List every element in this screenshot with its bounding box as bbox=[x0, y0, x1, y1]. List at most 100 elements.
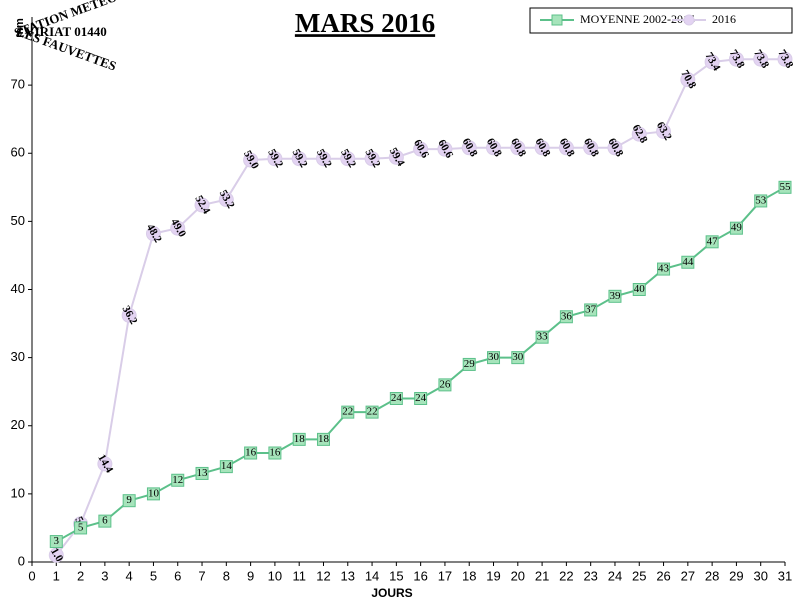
y-tick-label: 10 bbox=[11, 485, 25, 500]
data-label: 24 bbox=[391, 392, 403, 404]
data-label: 49 bbox=[731, 222, 743, 234]
data-point bbox=[607, 140, 623, 156]
x-tick-label: 28 bbox=[705, 568, 719, 583]
x-tick-label: 25 bbox=[632, 568, 646, 583]
data-point bbox=[631, 126, 647, 142]
data-point bbox=[365, 405, 379, 419]
chart-title: MARS 2016 bbox=[295, 8, 435, 38]
y-tick-label: 30 bbox=[11, 349, 25, 364]
x-tick-label: 12 bbox=[316, 568, 330, 583]
x-tick-label: 22 bbox=[559, 568, 573, 583]
data-point bbox=[584, 303, 598, 317]
x-tick-label: 10 bbox=[268, 568, 282, 583]
data-label: 16 bbox=[269, 447, 281, 459]
data-point bbox=[728, 51, 744, 67]
data-label: 24 bbox=[415, 392, 427, 404]
data-point bbox=[292, 432, 306, 446]
x-tick-label: 21 bbox=[535, 568, 549, 583]
data-label: 6 bbox=[102, 515, 108, 527]
data-point bbox=[316, 432, 330, 446]
x-tick-label: 15 bbox=[389, 568, 403, 583]
data-label: 3 bbox=[54, 535, 60, 547]
x-tick-label: 6 bbox=[174, 568, 181, 583]
data-point bbox=[437, 141, 453, 157]
data-point bbox=[558, 140, 574, 156]
data-point bbox=[438, 378, 452, 392]
data-point bbox=[146, 487, 160, 501]
x-tick-label: 1 bbox=[53, 568, 60, 583]
data-point bbox=[583, 140, 599, 156]
data-label: 12 bbox=[172, 474, 183, 486]
x-tick-label: 0 bbox=[28, 568, 35, 583]
data-label: 9 bbox=[126, 494, 132, 506]
data-point bbox=[291, 151, 307, 167]
data-point bbox=[268, 446, 282, 460]
data-point bbox=[705, 235, 719, 249]
legend-marker bbox=[551, 14, 563, 26]
data-point bbox=[681, 255, 695, 269]
data-label: 29 bbox=[464, 358, 476, 370]
data-point bbox=[315, 151, 331, 167]
data-label: 33 bbox=[537, 331, 549, 343]
data-label: 43 bbox=[658, 263, 670, 275]
data-point bbox=[364, 151, 380, 167]
data-point bbox=[559, 310, 573, 324]
x-tick-label: 23 bbox=[583, 568, 597, 583]
data-point bbox=[462, 357, 476, 371]
x-tick-label: 30 bbox=[753, 568, 767, 583]
data-label: 14 bbox=[221, 460, 233, 472]
data-point bbox=[510, 140, 526, 156]
data-point bbox=[632, 283, 646, 296]
data-point bbox=[49, 535, 63, 549]
data-label: 39 bbox=[609, 290, 621, 302]
x-tick-label: 26 bbox=[656, 568, 670, 583]
data-point bbox=[656, 123, 672, 139]
data-point bbox=[729, 221, 743, 235]
x-tick-label: 4 bbox=[126, 568, 133, 583]
data-point bbox=[487, 351, 501, 365]
y-tick-label: 50 bbox=[11, 213, 25, 228]
data-point bbox=[680, 72, 696, 88]
data-label: 16 bbox=[245, 447, 257, 459]
data-label: 22 bbox=[367, 406, 378, 418]
data-point bbox=[414, 392, 428, 405]
x-tick-label: 29 bbox=[729, 568, 743, 583]
y-tick-label: 40 bbox=[11, 281, 25, 296]
x-tick-label: 5 bbox=[150, 568, 157, 583]
data-label: 18 bbox=[318, 433, 330, 445]
x-tick-label: 2 bbox=[77, 568, 84, 583]
data-point bbox=[170, 220, 186, 236]
data-point bbox=[267, 151, 283, 167]
data-point bbox=[98, 514, 112, 528]
legend-marker bbox=[683, 14, 695, 26]
x-tick-label: 8 bbox=[223, 568, 230, 583]
x-tick-label: 31 bbox=[778, 568, 792, 583]
data-point bbox=[195, 466, 209, 480]
x-tick-label: 11 bbox=[292, 568, 306, 583]
data-label: 30 bbox=[512, 351, 524, 363]
x-tick-label: 14 bbox=[365, 568, 379, 583]
data-point bbox=[145, 226, 161, 242]
data-point bbox=[341, 405, 355, 419]
legend-label: MOYENNE 2002-2015 bbox=[580, 12, 695, 26]
data-label: 10 bbox=[148, 487, 160, 499]
data-label: 47 bbox=[707, 235, 719, 247]
data-point bbox=[754, 194, 768, 208]
data-label: 36 bbox=[561, 310, 573, 322]
data-point bbox=[461, 140, 477, 156]
data-label: 30 bbox=[488, 351, 500, 363]
data-point bbox=[608, 289, 622, 303]
legend-label: 2016 bbox=[712, 12, 736, 26]
x-tick-label: 27 bbox=[681, 568, 695, 583]
data-point bbox=[74, 521, 88, 535]
data-point bbox=[657, 262, 671, 276]
data-point bbox=[511, 351, 525, 365]
data-label: 26 bbox=[439, 378, 451, 390]
data-point bbox=[534, 140, 550, 156]
x-tick-label: 18 bbox=[462, 568, 476, 583]
data-point bbox=[704, 54, 720, 70]
x-tick-label: 19 bbox=[486, 568, 500, 583]
data-point bbox=[413, 141, 429, 157]
data-label: 55 bbox=[780, 181, 792, 193]
